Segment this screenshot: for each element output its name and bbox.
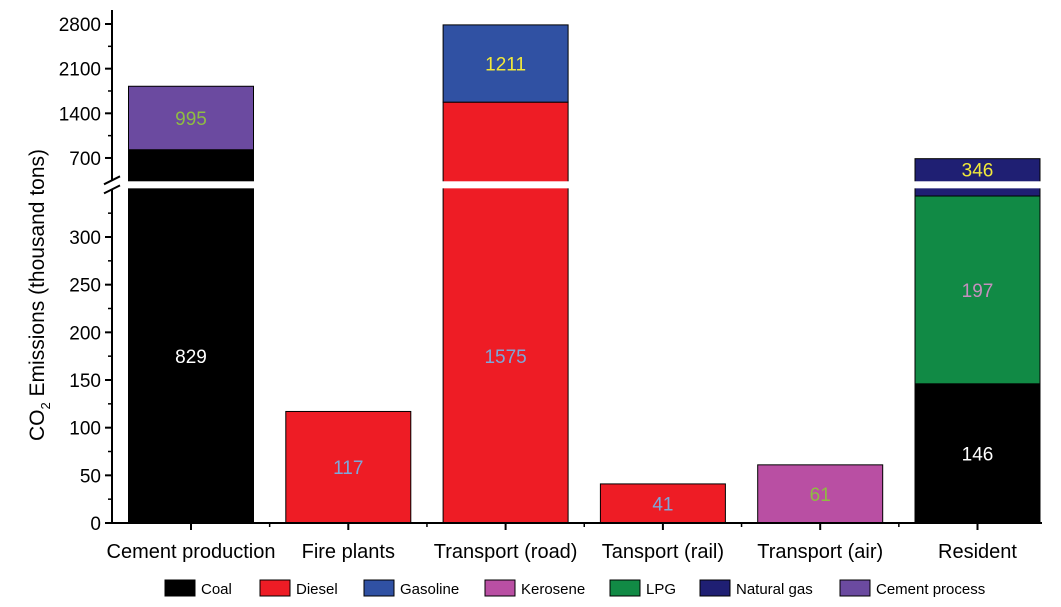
y-tick-label: 1400 bbox=[59, 104, 101, 125]
data-label: 829 bbox=[175, 347, 207, 368]
category-label: Cement production bbox=[107, 541, 276, 563]
legend-label: Coal bbox=[201, 581, 232, 598]
y-tick-label: 150 bbox=[69, 371, 101, 392]
y-tick-label: 300 bbox=[69, 228, 101, 249]
category-label: Tansport (rail) bbox=[602, 541, 724, 563]
bar-lpg-5 bbox=[914, 195, 1041, 385]
y-tick-label: 50 bbox=[80, 466, 101, 487]
data-labels-group: 829 995 117 1575 1211 41 61 146 197 346 bbox=[175, 55, 993, 516]
data-label: 995 bbox=[175, 109, 207, 130]
bar-gasoline-2 bbox=[442, 24, 569, 103]
bar-cement-process-0 bbox=[128, 85, 254, 151]
y-tick-label: 700 bbox=[69, 149, 101, 170]
data-label: 1211 bbox=[485, 55, 526, 76]
data-label: 146 bbox=[962, 444, 994, 465]
y-axis-label-sub: 2 bbox=[38, 402, 53, 409]
legend: Coal Diesel Gasoline Kerosene LPG Natural gas… bbox=[164, 579, 985, 598]
axis-break-mark-1 bbox=[103, 184, 121, 195]
data-label: 117 bbox=[333, 458, 363, 479]
legend-label: Kerosene bbox=[521, 581, 585, 598]
legend-swatch-lpg bbox=[609, 579, 641, 597]
data-label: 61 bbox=[810, 485, 831, 506]
bar-diesel-3 bbox=[599, 483, 726, 524]
y-axis-label: CO2 Emissions (thousand tons) bbox=[26, 149, 53, 441]
bar-diesel-2 bbox=[442, 101, 569, 524]
legend-label: Gasoline bbox=[400, 581, 459, 598]
y-tick-label: 2100 bbox=[59, 60, 101, 81]
y-tick-label: 0 bbox=[90, 514, 101, 535]
bar-diesel-1 bbox=[285, 410, 412, 524]
y-axis-label-main: CO bbox=[26, 410, 49, 442]
data-label: 1575 bbox=[484, 347, 526, 368]
legend-label: Natural gas bbox=[736, 581, 813, 598]
axes-group: 0 50 100 150 200 250 300 700 1400 2100 2800 Cement … bbox=[59, 10, 1044, 563]
y-tick-label: 250 bbox=[69, 276, 101, 297]
bar-natural-gas-5 bbox=[914, 158, 1041, 197]
data-label: 41 bbox=[652, 494, 673, 515]
bar-kerosene-4 bbox=[757, 464, 884, 524]
data-label: 346 bbox=[962, 160, 994, 181]
legend-swatch-diesel bbox=[259, 579, 291, 597]
bars-group bbox=[128, 24, 1041, 524]
bar-coal-5 bbox=[914, 383, 1041, 524]
legend-label: Diesel bbox=[296, 581, 338, 598]
axis-break-gap bbox=[98, 181, 1044, 189]
y-tick-label: 200 bbox=[69, 323, 101, 344]
category-label: Resident bbox=[938, 541, 1017, 563]
legend-swatch-gasoline bbox=[363, 579, 395, 597]
legend-swatch-coal bbox=[164, 579, 196, 597]
legend-swatch-cement-process bbox=[839, 579, 871, 597]
data-label: 197 bbox=[962, 281, 994, 302]
axis-break-mark-0 bbox=[103, 175, 121, 186]
legend-label: LPG bbox=[646, 581, 676, 598]
category-label: Transport (road) bbox=[434, 541, 578, 563]
y-tick-label: 2800 bbox=[59, 15, 101, 36]
legend-swatch-natural-gas bbox=[699, 579, 731, 597]
bar-coal-0 bbox=[128, 149, 254, 524]
legend-label: Cement process bbox=[876, 581, 985, 598]
legend-swatch-kerosene bbox=[484, 579, 516, 597]
category-label: Fire plants bbox=[302, 541, 395, 563]
category-label: Transport (air) bbox=[757, 541, 883, 563]
y-tick-label: 100 bbox=[69, 419, 101, 440]
y-axis-label-rest: Emissions (thousand tons) bbox=[26, 149, 49, 402]
